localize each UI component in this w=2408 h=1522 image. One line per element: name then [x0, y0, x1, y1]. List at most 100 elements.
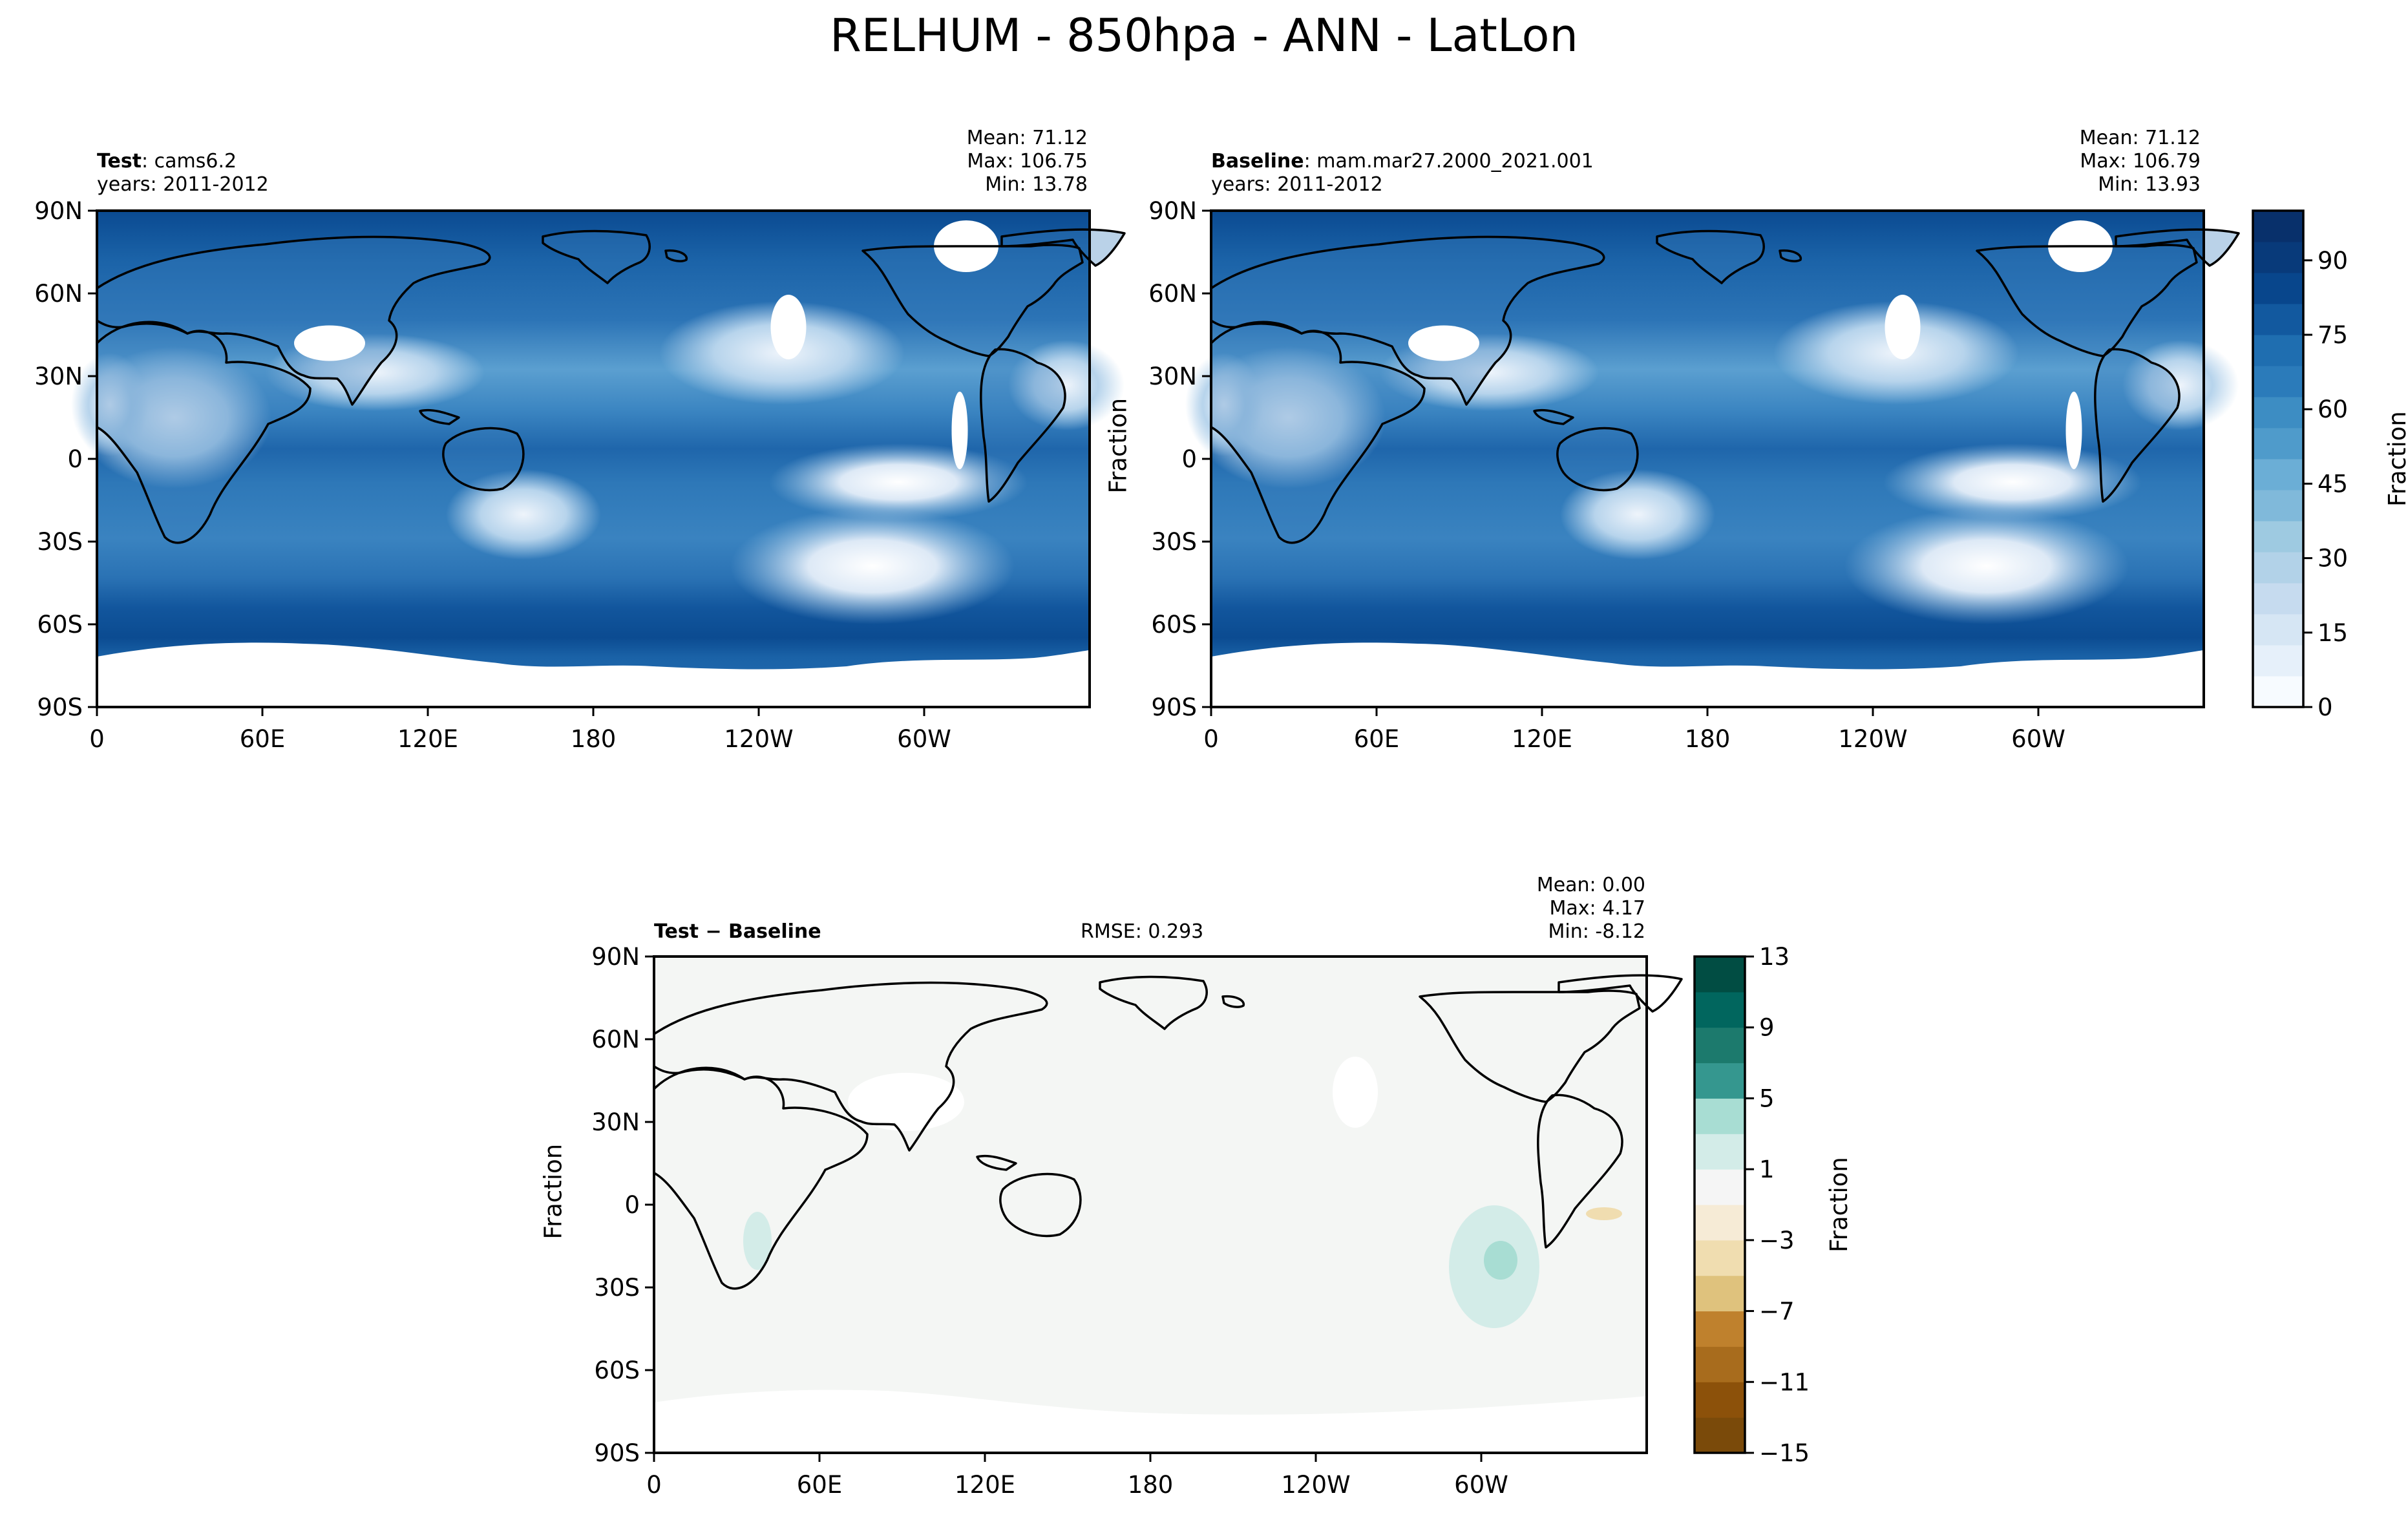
diff-colorbar-color-level [1695, 1417, 1745, 1453]
test-title-bold: Test [97, 150, 142, 173]
relhum-colorbar-color-level [2253, 645, 2303, 677]
test-ytick-label: 30S [37, 528, 83, 556]
relhum-colorbar-tick-label: 15 [2318, 619, 2348, 647]
diff-rmse: RMSE: 0.293 [1081, 920, 1204, 943]
diff-colorbar-tick-label: 9 [1759, 1014, 1775, 1042]
diff-colorbar-tick-label: −15 [1759, 1439, 1810, 1467]
baseline-xtick-label: 60W [2011, 725, 2065, 753]
baseline-title-bold: Baseline [1211, 150, 1304, 173]
diff-colorbar-color-level [1695, 1205, 1745, 1241]
relhum-colorbar-color-level [2253, 521, 2303, 553]
relhum-colorbar-color-level [2253, 304, 2303, 335]
relhum-colorbar: 0 15 30 45 60 75 90 Fraction [2252, 209, 2408, 721]
relhum-colorbar-color-level [2253, 490, 2303, 522]
baseline-field [1185, 211, 2240, 707]
diff-colorbar-color-level [1695, 1346, 1745, 1382]
baseline-ylabel: Fraction [1104, 397, 1132, 494]
test-missing-data [951, 392, 968, 469]
baseline-xtick-label: 60E [1354, 725, 1399, 753]
diff-colorbar-color-level [1695, 957, 1745, 993]
test-ytick-label: 30N [34, 363, 83, 390]
relhum-colorbar-tick-label: 75 [2318, 321, 2348, 349]
test-mean: Mean: 71.12 [966, 127, 1088, 149]
relhum-colorbar-color-level [2253, 552, 2303, 584]
diff-max: Max: 4.17 [1549, 897, 1645, 920]
relhum-colorbar-color-level [2253, 459, 2303, 491]
relhum-colorbar-color-level [2253, 583, 2303, 615]
diff-ylabel: Fraction [539, 1143, 567, 1240]
diff-field-base [654, 957, 1647, 1453]
diff-xtick-label: 60W [1454, 1471, 1508, 1499]
relhum-colorbar-color-level [2253, 614, 2303, 646]
test-title: Test: cams6.2 [97, 150, 237, 173]
relhum-colorbar-color-level [2253, 335, 2303, 366]
diff-colorbar-tick-label: 5 [1759, 1084, 1775, 1112]
diff-colorbar-color-level [1695, 991, 1745, 1028]
baseline-xtick-label: 180 [1685, 725, 1731, 753]
test-min: Min: 13.78 [985, 173, 1088, 196]
baseline-map-panel: 0 60E 120E 180 120W 60W 90N 60N 30N 0 30S 60S 90S [1148, 197, 2240, 753]
baseline-years: years: 2011-2012 [1211, 173, 1383, 196]
diff-xtick-label: 120E [955, 1471, 1015, 1499]
baseline-xtick-label: 120W [1838, 725, 1907, 753]
baseline-missing-data [2065, 392, 2082, 469]
diff-xtick-label: 120W [1281, 1471, 1350, 1499]
diff-colorbar-color-level [1695, 1169, 1745, 1205]
diff-ytick-label: 0 [624, 1191, 640, 1219]
diff-ytick-label: 60S [594, 1357, 640, 1384]
test-title-case: : cams6.2 [142, 150, 237, 173]
diff-colorbar-color-level [1695, 1311, 1745, 1347]
relhum-colorbar-color-level [2253, 211, 2303, 242]
test-years: years: 2011-2012 [97, 173, 269, 196]
diff-ytick-label: 90N [591, 943, 640, 971]
baseline-dry-region [1844, 508, 2129, 624]
baseline-xtick-label: 0 [1203, 725, 1219, 753]
baseline-antarctica-missing [1211, 642, 2204, 707]
test-ytick-label: 90N [34, 197, 83, 225]
relhum-colorbar-color-level [2253, 242, 2303, 273]
relhum-colorbar-color-level [2253, 397, 2303, 428]
diff-antarctica-missing [654, 1390, 1647, 1453]
diff-colorbar-tick-label: −3 [1759, 1227, 1795, 1254]
test-map-panel: 0 60E 120E 180 120W 60W 90N 60N 30N 0 30S 60S 90S [34, 197, 1126, 753]
baseline-ytick-label: 60S [1151, 611, 1197, 639]
diff-stats: Mean: 0.00 Max: 4.17 Min: -8.12 [1537, 874, 1645, 944]
diff-ytick-label: 60N [591, 1026, 640, 1053]
test-field [71, 211, 1126, 707]
diff-xtick-label: 0 [646, 1471, 662, 1499]
relhum-colorbar-color-level [2253, 428, 2303, 460]
diff-missing-data [848, 1073, 964, 1131]
relhum-colorbar-color-level [2253, 676, 2303, 708]
test-ytick-label: 90S [37, 693, 83, 721]
baseline-title-case: : mam.mar27.2000_2021.001 [1304, 150, 1594, 173]
baseline-ytick-label: 30S [1151, 528, 1197, 556]
baseline-ytick-label: 60N [1148, 280, 1197, 308]
test-xtick-label: 0 [89, 725, 105, 753]
diff-colorbar-color-level [1695, 1027, 1745, 1064]
test-dry-region [730, 508, 1015, 624]
baseline-mean: Mean: 71.12 [2079, 127, 2201, 149]
test-stats: Mean: 71.12 Max: 106.75 Min: 13.78 [967, 127, 1088, 196]
diff-colorbar-label: Fraction [1825, 1157, 1853, 1252]
diff-xtick-label: 180 [1128, 1471, 1174, 1499]
diff-missing-data [1333, 1057, 1378, 1128]
difference-map-panel: 0 60E 120E 180 120W 60W 90N 60N 30N 0 30S 60S 90S [591, 943, 1683, 1499]
diff-field [653, 957, 1683, 1453]
diff-colorbar-color-level [1695, 1275, 1745, 1312]
test-antarctica-missing [97, 642, 1090, 707]
test-xtick-label: 60E [240, 725, 285, 753]
baseline-stats: Mean: 71.12 Max: 106.79 Min: 13.93 [2080, 127, 2201, 196]
baseline-min: Min: 13.93 [2098, 173, 2201, 196]
diff-min: Min: -8.12 [1548, 920, 1646, 943]
relhum-colorbar-color-level [2253, 273, 2303, 304]
baseline-title: Baseline: mam.mar27.2000_2021.001 [1211, 150, 1594, 173]
test-ytick-label: 0 [67, 445, 83, 473]
test-xtick-label: 180 [571, 725, 617, 753]
diff-ytick-label: 30N [591, 1108, 640, 1136]
figure-title: RELHUM - 850hpa - ANN - LatLon [830, 9, 1578, 62]
test-missing-data [294, 325, 365, 361]
baseline-ytick-label: 30N [1148, 363, 1197, 390]
diff-colorbar-tick-label: 13 [1759, 943, 1790, 971]
diff-colorbar-color-level [1695, 1134, 1745, 1170]
diff-colorbar-tick-label: 1 [1759, 1156, 1775, 1183]
